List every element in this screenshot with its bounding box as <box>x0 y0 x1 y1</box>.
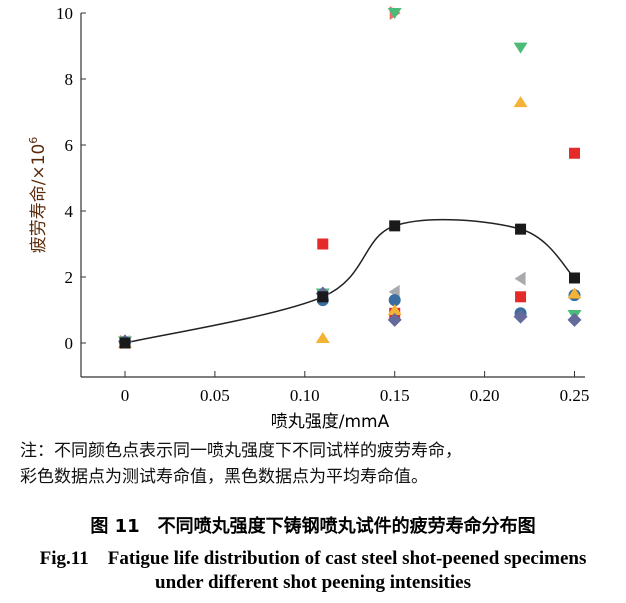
average-curve <box>124 218 576 344</box>
test-point-square <box>317 238 329 250</box>
test-point-triangle-up <box>513 96 528 108</box>
x-tick-label: 0 <box>121 386 130 405</box>
y-tick-label: 10 <box>56 4 73 23</box>
average-point <box>119 337 131 349</box>
test-point-square <box>569 147 580 159</box>
average-point <box>317 291 329 303</box>
x-tick-label: 0.15 <box>380 386 410 405</box>
caption-en-2: under different shot peening intensities <box>155 572 471 593</box>
note-line-1: 注：不同颜色点表示同一喷丸强度下不同试样的疲劳寿命， <box>20 441 462 460</box>
x-tick-label: 0.25 <box>560 386 590 405</box>
test-point-circle <box>388 294 401 307</box>
y-tick-label: 4 <box>65 202 74 221</box>
y-tick-label: 8 <box>65 70 74 89</box>
caption-en-1: Fig.11 Fatigue life distribution of cast… <box>39 548 587 569</box>
average-point <box>389 220 401 232</box>
test-point-square <box>515 291 527 303</box>
test-point-diamond <box>513 309 528 324</box>
x-tick-label: 0.20 <box>470 386 500 405</box>
y-axis-label-exponent: 6 <box>27 137 40 144</box>
y-axis-label: 疲劳寿命/×106 <box>27 137 49 254</box>
y-tick-label: 0 <box>65 334 74 353</box>
y-tick-label: 2 <box>65 268 74 287</box>
test-point-triangle-down <box>513 42 528 54</box>
test-point-triangle-up <box>387 304 402 315</box>
average-point <box>569 272 580 284</box>
average-point <box>515 223 527 235</box>
test-point-triangle-up <box>315 332 330 344</box>
test-point-diamond <box>567 312 582 327</box>
y-tick-label: 6 <box>65 136 74 155</box>
test-point-diamond <box>387 312 402 327</box>
x-tick-label: 0.10 <box>290 386 320 405</box>
note-line-2: 彩色数据点为测试寿命值，黑色数据点为平均寿命值。 <box>20 467 428 486</box>
chart: 0 2 4 6 8 10 0 0.05 0.10 0.15 0.20 0.25 喷丸强度/mmA 疲劳寿命… <box>27 4 590 430</box>
caption-cn: 图 11 不同喷丸强度下铸钢喷丸试件的疲劳寿命分布图 <box>90 516 536 537</box>
x-axis-label: 喷丸强度/mmA <box>271 412 390 430</box>
test-point-triangle-up <box>567 287 582 299</box>
test-point-triangle-left <box>514 271 526 286</box>
test-point-triangle-down <box>387 8 402 19</box>
x-tick-label: 0.05 <box>200 386 230 405</box>
